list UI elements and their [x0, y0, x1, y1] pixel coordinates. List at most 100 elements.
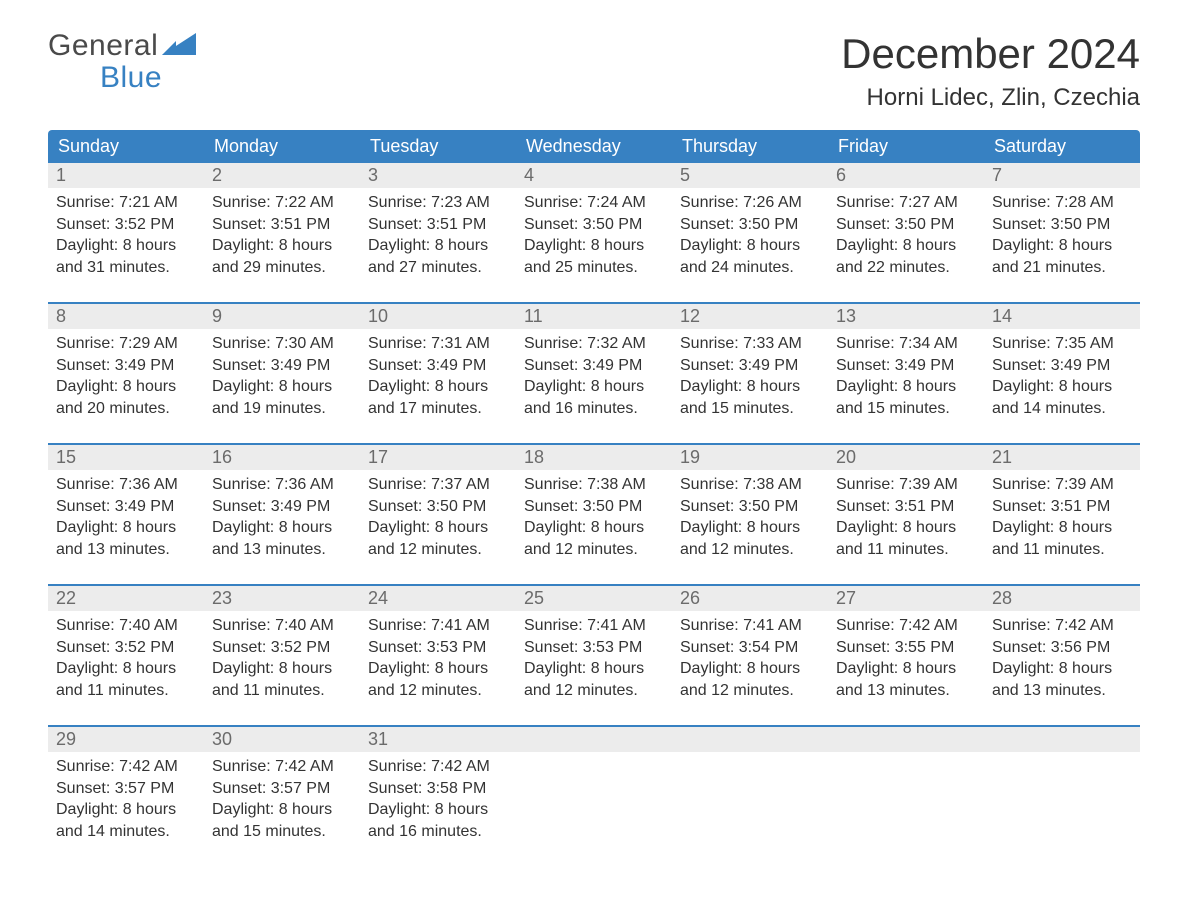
sunrise-text: Sunrise: 7:29 AM — [56, 333, 196, 355]
daylight-text: Daylight: 8 hours — [368, 799, 508, 821]
sunset-text: Sunset: 3:58 PM — [368, 778, 508, 800]
daylight-text: and 12 minutes. — [680, 539, 820, 561]
day-number: 12 — [672, 304, 828, 329]
daylight-text: and 13 minutes. — [836, 680, 976, 702]
day-cell: Sunrise: 7:42 AMSunset: 3:58 PMDaylight:… — [360, 752, 516, 848]
logo-text-bottom: Blue — [48, 62, 196, 94]
daylight-text: Daylight: 8 hours — [836, 517, 976, 539]
daylight-text: and 12 minutes. — [524, 680, 664, 702]
sunset-text: Sunset: 3:53 PM — [368, 637, 508, 659]
sunrise-text: Sunrise: 7:42 AM — [56, 756, 196, 778]
sunrise-text: Sunrise: 7:35 AM — [992, 333, 1132, 355]
title-block: December 2024 Horni Lidec, Zlin, Czechia — [841, 30, 1140, 112]
daylight-text: Daylight: 8 hours — [680, 658, 820, 680]
sunset-text: Sunset: 3:49 PM — [992, 355, 1132, 377]
day-cell: Sunrise: 7:38 AMSunset: 3:50 PMDaylight:… — [672, 470, 828, 566]
day-number: 26 — [672, 586, 828, 611]
daylight-text: and 27 minutes. — [368, 257, 508, 279]
daylight-text: Daylight: 8 hours — [368, 376, 508, 398]
daylight-text: and 16 minutes. — [524, 398, 664, 420]
calendar-week: 22232425262728Sunrise: 7:40 AMSunset: 3:… — [48, 584, 1140, 707]
day-cell: Sunrise: 7:37 AMSunset: 3:50 PMDaylight:… — [360, 470, 516, 566]
sunrise-text: Sunrise: 7:26 AM — [680, 192, 820, 214]
daylight-text: Daylight: 8 hours — [836, 376, 976, 398]
daylight-text: and 31 minutes. — [56, 257, 196, 279]
sunset-text: Sunset: 3:49 PM — [836, 355, 976, 377]
day-number: 22 — [48, 586, 204, 611]
sunset-text: Sunset: 3:56 PM — [992, 637, 1132, 659]
sunset-text: Sunset: 3:50 PM — [368, 496, 508, 518]
day-cell: Sunrise: 7:23 AMSunset: 3:51 PMDaylight:… — [360, 188, 516, 284]
location-text: Horni Lidec, Zlin, Czechia — [841, 84, 1140, 112]
day-cell: Sunrise: 7:42 AMSunset: 3:56 PMDaylight:… — [984, 611, 1140, 707]
sunset-text: Sunset: 3:52 PM — [56, 637, 196, 659]
daylight-text: and 15 minutes. — [836, 398, 976, 420]
weekday-header: Tuesday — [360, 130, 516, 163]
daylight-text: and 25 minutes. — [524, 257, 664, 279]
daylight-text: Daylight: 8 hours — [56, 658, 196, 680]
sunrise-text: Sunrise: 7:24 AM — [524, 192, 664, 214]
calendar-week: 1234567Sunrise: 7:21 AMSunset: 3:52 PMDa… — [48, 163, 1140, 284]
daylight-text: and 12 minutes. — [680, 680, 820, 702]
day-cell: Sunrise: 7:21 AMSunset: 3:52 PMDaylight:… — [48, 188, 204, 284]
day-cell: Sunrise: 7:24 AMSunset: 3:50 PMDaylight:… — [516, 188, 672, 284]
weeks-container: 1234567Sunrise: 7:21 AMSunset: 3:52 PMDa… — [48, 163, 1140, 848]
weekday-header: Friday — [828, 130, 984, 163]
page-title: December 2024 — [841, 30, 1140, 78]
sunrise-text: Sunrise: 7:42 AM — [836, 615, 976, 637]
calendar-week: 891011121314Sunrise: 7:29 AMSunset: 3:49… — [48, 302, 1140, 425]
day-number: 8 — [48, 304, 204, 329]
sunrise-text: Sunrise: 7:27 AM — [836, 192, 976, 214]
sunrise-text: Sunrise: 7:41 AM — [368, 615, 508, 637]
day-cell — [672, 752, 828, 848]
daylight-text: Daylight: 8 hours — [212, 235, 352, 257]
day-cell: Sunrise: 7:32 AMSunset: 3:49 PMDaylight:… — [516, 329, 672, 425]
daylight-text: and 16 minutes. — [368, 821, 508, 843]
daylight-text: Daylight: 8 hours — [992, 658, 1132, 680]
sunrise-text: Sunrise: 7:23 AM — [368, 192, 508, 214]
daylight-text: Daylight: 8 hours — [212, 799, 352, 821]
sunrise-text: Sunrise: 7:22 AM — [212, 192, 352, 214]
sunrise-text: Sunrise: 7:42 AM — [368, 756, 508, 778]
day-number — [984, 727, 1140, 752]
day-cell: Sunrise: 7:34 AMSunset: 3:49 PMDaylight:… — [828, 329, 984, 425]
weekday-header: Monday — [204, 130, 360, 163]
day-number: 1 — [48, 163, 204, 188]
daylight-text: Daylight: 8 hours — [992, 376, 1132, 398]
day-cell — [984, 752, 1140, 848]
daylight-text: Daylight: 8 hours — [836, 658, 976, 680]
daylight-text: Daylight: 8 hours — [680, 376, 820, 398]
day-number — [828, 727, 984, 752]
sunrise-text: Sunrise: 7:36 AM — [212, 474, 352, 496]
day-cell: Sunrise: 7:39 AMSunset: 3:51 PMDaylight:… — [828, 470, 984, 566]
day-number: 18 — [516, 445, 672, 470]
day-number: 21 — [984, 445, 1140, 470]
day-cell: Sunrise: 7:26 AMSunset: 3:50 PMDaylight:… — [672, 188, 828, 284]
daynum-row: 293031 — [48, 727, 1140, 752]
day-number: 3 — [360, 163, 516, 188]
day-number — [516, 727, 672, 752]
daylight-text: and 19 minutes. — [212, 398, 352, 420]
daylight-text: Daylight: 8 hours — [524, 517, 664, 539]
daylight-text: Daylight: 8 hours — [56, 799, 196, 821]
daylight-text: and 29 minutes. — [212, 257, 352, 279]
logo: General Blue — [48, 30, 196, 93]
daylight-text: Daylight: 8 hours — [56, 517, 196, 539]
daylight-text: Daylight: 8 hours — [680, 517, 820, 539]
calendar-week: 293031Sunrise: 7:42 AMSunset: 3:57 PMDay… — [48, 725, 1140, 848]
day-cell: Sunrise: 7:40 AMSunset: 3:52 PMDaylight:… — [48, 611, 204, 707]
daylight-text: Daylight: 8 hours — [368, 658, 508, 680]
day-number: 17 — [360, 445, 516, 470]
day-cell: Sunrise: 7:27 AMSunset: 3:50 PMDaylight:… — [828, 188, 984, 284]
day-number: 13 — [828, 304, 984, 329]
sunrise-text: Sunrise: 7:39 AM — [992, 474, 1132, 496]
day-number: 9 — [204, 304, 360, 329]
day-number: 7 — [984, 163, 1140, 188]
sunset-text: Sunset: 3:49 PM — [680, 355, 820, 377]
day-cell: Sunrise: 7:33 AMSunset: 3:49 PMDaylight:… — [672, 329, 828, 425]
calendar: SundayMondayTuesdayWednesdayThursdayFrid… — [48, 130, 1140, 848]
daylight-text: Daylight: 8 hours — [212, 658, 352, 680]
logo-text-top: General — [48, 30, 158, 62]
daylight-text: Daylight: 8 hours — [524, 376, 664, 398]
day-number: 4 — [516, 163, 672, 188]
